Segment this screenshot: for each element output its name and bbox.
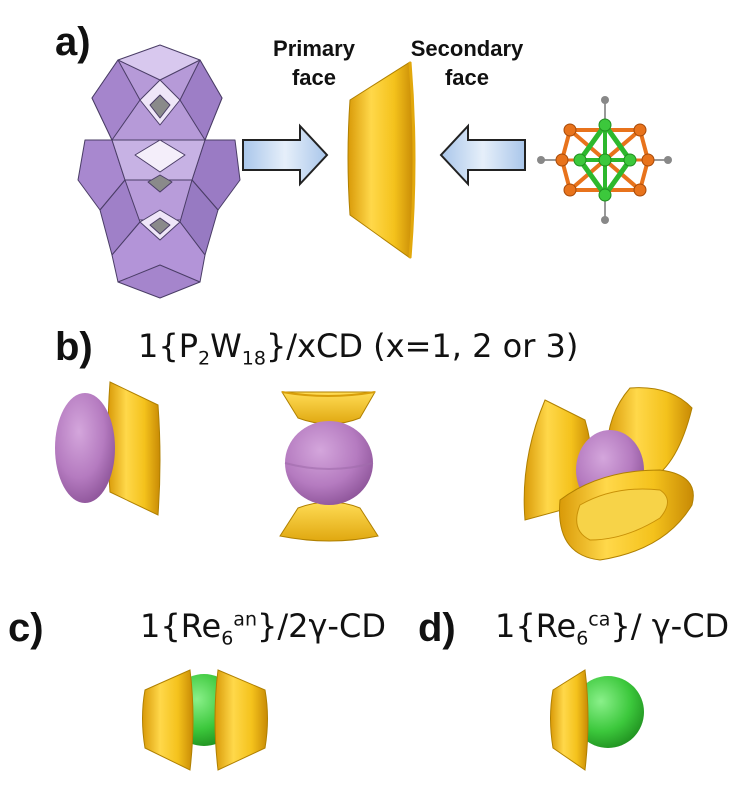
formula-b-w: W — [210, 327, 242, 365]
polyoxometalate-polyhedra-icon — [77, 44, 241, 299]
panel-c-formula: 1{Re6an}/2γ-CD — [140, 610, 386, 648]
formula-c-prefix: 1{Re — [140, 607, 222, 645]
formula-d-suffix: }/ γ-CD — [610, 607, 730, 645]
primary-face-text: Primary face — [273, 36, 355, 90]
formula-c-sup: an — [233, 608, 257, 631]
formula-b-sub1: 2 — [198, 347, 211, 370]
cyclodextrin-cone-icon — [347, 61, 416, 259]
panel-a-label: a) — [55, 20, 91, 64]
complex-2cd-icon — [279, 391, 379, 542]
arrow-left-icon — [439, 123, 526, 187]
formula-d-prefix: 1{Re — [495, 607, 577, 645]
complex-re6ca-gcd-icon — [550, 669, 644, 771]
panel-b-label: b) — [55, 325, 93, 369]
panel-d-formula: 1{Re6ca}/ γ-CD — [495, 610, 729, 648]
arrow-right-icon — [242, 123, 329, 187]
formula-b-prefix: 1{P — [138, 327, 199, 365]
secondary-face-label: Secondary face — [392, 34, 542, 92]
formula-c-sub: 6 — [221, 627, 234, 650]
formula-d-sub: 6 — [576, 627, 589, 650]
formula-d-sup: ca — [588, 608, 611, 631]
formula-b-suffix: }/xCD (x=1, 2 or 3) — [265, 327, 579, 365]
panel-d-label: d) — [418, 606, 456, 650]
complex-3cd-icon — [523, 387, 694, 561]
formula-b-sub2: 18 — [241, 347, 266, 370]
formula-c-suffix: }/2γ-CD — [256, 607, 386, 645]
panel-b-formula: 1{P2W18}/xCD (x=1, 2 or 3) — [138, 330, 578, 368]
complex-re6an-2gcd-icon — [142, 669, 268, 771]
rhenium-cluster-icon — [537, 96, 672, 224]
secondary-face-text: Secondary face — [410, 36, 524, 90]
primary-face-label: Primary face — [258, 34, 370, 92]
complex-1cd-icon — [55, 381, 161, 516]
panel-c-label: c) — [8, 606, 44, 650]
